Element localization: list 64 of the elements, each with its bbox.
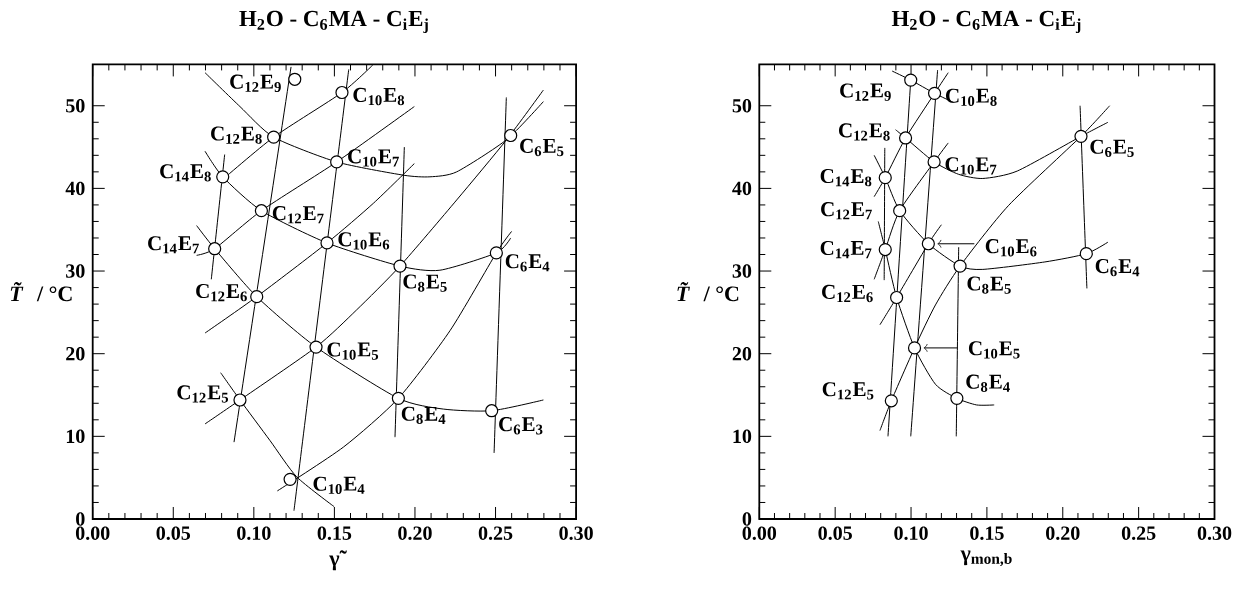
x-tick-label: 0.25	[1121, 526, 1156, 540]
data-label: C$_{12}$E$_{8}$	[211, 126, 262, 144]
chart-title: H$_{2}$O - C$_{6}$MA - C$_{i}$E$_{j}$	[239, 10, 428, 34]
y-tick-label: 10	[66, 429, 85, 444]
chart-title: H$_{2}$O - C$_{6}$MA - C$_{i}$E$_{j}$	[891, 10, 1081, 34]
x-tick-label: 0.30	[1197, 526, 1232, 540]
y-axis-title: T̃ / °C	[677, 282, 739, 302]
data-label: C$_{12}$E$_{5}$	[177, 385, 229, 403]
data-label: C$_{12}$E$_{9}$	[230, 74, 281, 92]
data-label: C$_{10}$E$_{4}$	[313, 476, 365, 494]
x-tick-label: 0.25	[478, 526, 513, 540]
data-label: C$_{12}$E$_{6}$	[196, 284, 247, 302]
data-label: C$_{10}$E$_{8}$	[353, 87, 405, 106]
data-label: C$_{10}$E$_{5}$	[968, 341, 1020, 359]
data-label: C$_{14}$E$_{8}$	[160, 164, 211, 182]
data-label: C$_{10}$E$_{5}$	[327, 342, 379, 360]
data-label: C$_{10}$E$_{6}$	[338, 232, 390, 250]
x-tick-label: 0.05	[156, 526, 191, 540]
x-tick-label: 0.00	[75, 526, 110, 540]
data-label: C$_{6}$E$_{3}$	[499, 417, 543, 435]
data-label: C$_{10}$E$_{6}$	[985, 239, 1037, 257]
data-label: C$_{8}$E$_{4}$	[966, 374, 1010, 392]
y-tick-label: 40	[732, 181, 752, 196]
x-axis-title: γ̃	[329, 550, 347, 571]
y-tick-label: 30	[66, 264, 85, 278]
y-tick-label: 40	[65, 181, 85, 196]
x-axis-title: γ$_{mon,b}$	[960, 550, 1012, 567]
data-label: C$_{14}$E$_{7}$	[820, 240, 872, 259]
x-tick-label: 0.20	[1046, 526, 1080, 540]
x-tick-label: 0.10	[894, 526, 928, 540]
x-tick-label: 0.05	[818, 526, 852, 540]
data-label: C$_{12}$E$_{5}$	[822, 382, 874, 400]
data-label: C$_{8}$E$_{5}$	[967, 276, 1011, 294]
x-tick-label: 0.30	[559, 526, 593, 540]
data-label: C$_{14}$E$_{8}$	[820, 168, 872, 187]
y-tick-label: 50	[732, 98, 752, 113]
data-label: C$_{10}$E$_{7}$	[348, 149, 399, 167]
x-tick-label: 0.15	[317, 526, 352, 540]
x-tick-label: 0.15	[970, 526, 1004, 540]
data-label: C$_{6}$E$_{5}$	[1090, 139, 1134, 157]
y-tick-label: 10	[733, 429, 752, 444]
data-label: C$_{10}$E$_{8}$	[945, 88, 997, 107]
y-tick-label: 0	[76, 512, 85, 526]
y-tick-label: 30	[732, 264, 752, 278]
data-label: C$_{12}$E$_{6}$	[822, 284, 873, 303]
data-label: C$_{12}$E$_{8}$	[839, 123, 890, 141]
data-label: C$_{12}$E$_{7}$	[272, 206, 324, 224]
data-label: C$_{8}$E$_{4}$	[401, 406, 446, 425]
data-label: C$_{14}$E$_{7}$	[148, 236, 199, 254]
data-label: C$_{6}$E$_{5}$	[520, 138, 564, 157]
data-label: C$_{6}$E$_{4}$	[505, 254, 550, 272]
x-tick-label: 0.00	[742, 526, 777, 540]
y-tick-label: 0	[742, 512, 752, 526]
data-label: C$_{8}$E$_{5}$	[403, 274, 447, 292]
data-label: C$_{12}$E$_{9}$	[840, 83, 891, 101]
data-label: C$_{12}$E$_{7}$	[821, 202, 872, 220]
y-tick-label: 50	[66, 98, 85, 113]
x-tick-label: 0.10	[237, 526, 271, 540]
y-axis-title: T̃ / °C	[10, 282, 72, 302]
data-label: C$_{10}$E$_{7}$	[945, 157, 997, 175]
x-tick-label: 0.20	[398, 526, 432, 540]
data-label: C$_{6}$E$_{4}$	[1095, 259, 1140, 277]
y-tick-label: 20	[732, 346, 752, 361]
y-tick-label: 20	[66, 346, 85, 361]
